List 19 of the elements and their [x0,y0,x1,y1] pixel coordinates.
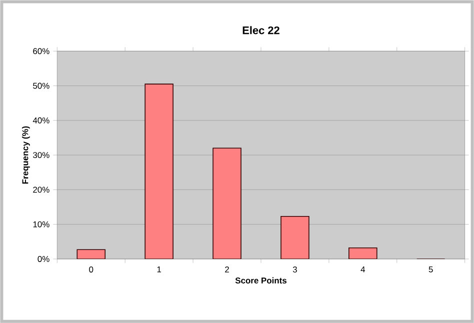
y-tick-label: 30% [33,152,50,158]
x-tick-label: 5 [428,266,433,272]
x-axis-title: Score Points [235,277,286,284]
x-tick-label: 3 [292,266,297,272]
y-tick-label: 20% [33,186,50,193]
chart-title: Elec 22 [242,26,280,34]
y-tick-label: 50% [33,82,50,89]
y-tick-label: 60% [33,48,50,54]
y-tick-label: 40% [32,117,50,124]
bar [280,216,310,259]
x-tick-label: 2 [225,266,229,272]
bar [212,148,242,259]
x-tick-label: 0 [89,266,94,272]
x-tick-label: 4 [360,266,366,272]
bar [144,84,174,259]
y-axis-title: Frequency (%) [22,126,30,184]
y-tick-label: 10% [33,221,50,228]
x-tick-label: 1 [157,266,162,272]
y-tick-label: 0% [38,256,50,262]
